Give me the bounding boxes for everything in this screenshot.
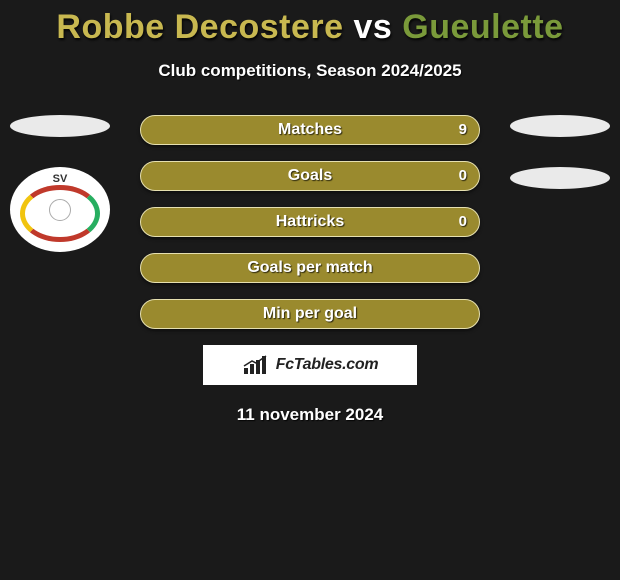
- stat-value: 9: [459, 116, 467, 144]
- stat-bar: Matches9: [140, 115, 480, 145]
- stat-value: 0: [459, 208, 467, 236]
- subtitle: Club competitions, Season 2024/2025: [0, 61, 620, 81]
- placeholder-oval: [510, 167, 610, 189]
- stat-value: 0: [459, 162, 467, 190]
- stat-row: Matches9: [140, 115, 480, 145]
- stat-row: Goals0: [140, 161, 480, 191]
- player1-name: Robbe Decostere: [56, 8, 343, 46]
- stat-label: Matches: [141, 116, 479, 144]
- infographic-root: Robbe Decostere vs Gueulette Club compet…: [0, 0, 620, 580]
- page-title: Robbe Decostere vs Gueulette: [0, 0, 620, 47]
- stat-label: Min per goal: [141, 300, 479, 328]
- placeholder-oval: [10, 115, 110, 137]
- player2-name: Gueulette: [402, 8, 563, 46]
- stats-bars: Matches9Goals0Hattricks0Goals per matchM…: [140, 115, 480, 329]
- stat-row: Hattricks0: [140, 207, 480, 237]
- stat-bar: Hattricks0: [140, 207, 480, 237]
- club-badge-icon: SV: [10, 167, 110, 252]
- stat-label: Hattricks: [141, 208, 479, 236]
- club-badge-text: SV: [10, 173, 110, 185]
- stat-row: Goals per match: [140, 253, 480, 283]
- source-logo: FcTables.com: [203, 345, 417, 385]
- right-column: [510, 115, 610, 219]
- source-logo-text: FcTables.com: [276, 356, 379, 374]
- club-badge-ball-icon: [49, 199, 71, 221]
- stat-label: Goals: [141, 162, 479, 190]
- stat-bar: Goals per match: [140, 253, 480, 283]
- placeholder-oval: [510, 115, 610, 137]
- stat-bar: Goals0: [140, 161, 480, 191]
- stat-label: Goals per match: [141, 254, 479, 282]
- content-area: SV Matches9Goals0Hattricks0Goals per mat…: [0, 115, 620, 425]
- vs-label: vs: [354, 8, 393, 46]
- date-label: 11 november 2024: [0, 405, 620, 425]
- stat-row: Min per goal: [140, 299, 480, 329]
- left-column: SV: [10, 115, 110, 252]
- bar-chart-icon: [242, 354, 270, 376]
- stat-bar: Min per goal: [140, 299, 480, 329]
